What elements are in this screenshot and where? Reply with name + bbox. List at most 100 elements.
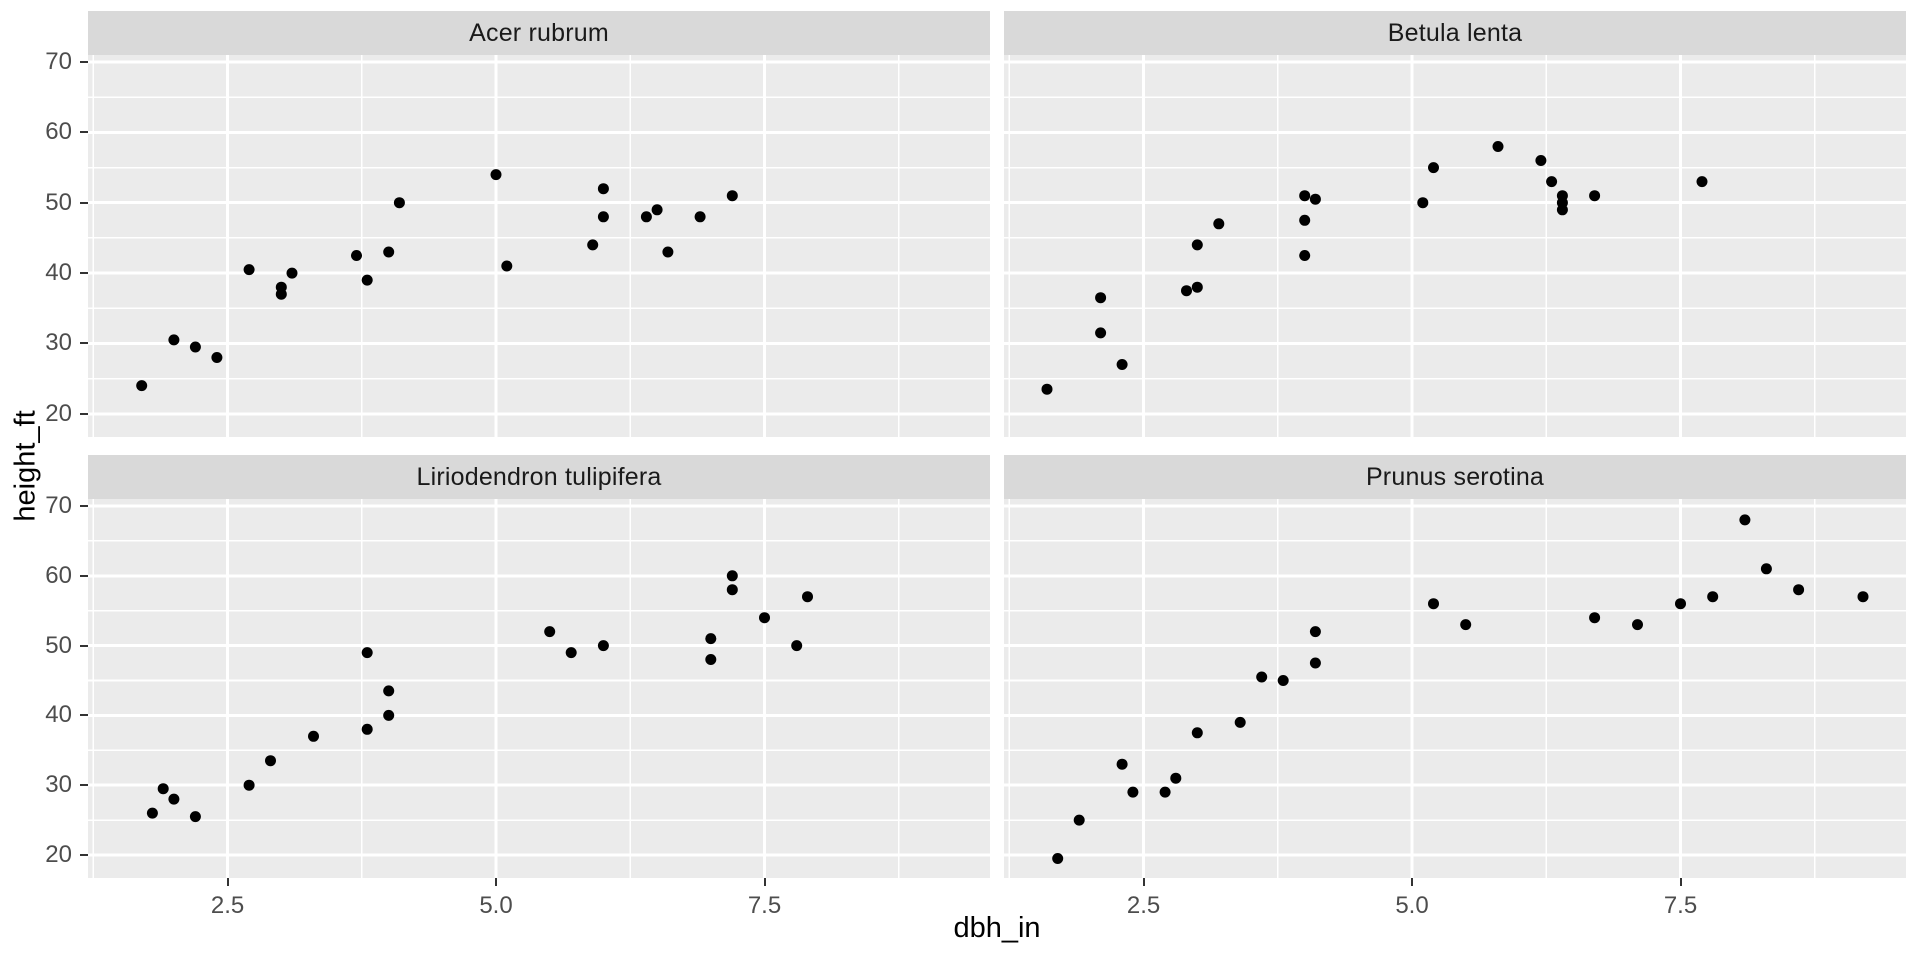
data-point xyxy=(1535,155,1547,166)
data-point xyxy=(1052,853,1064,864)
y-tick-label: 60 xyxy=(45,118,72,146)
data-point xyxy=(275,288,287,300)
data-point xyxy=(243,779,255,791)
y-tick-label: 40 xyxy=(45,701,72,729)
data-point xyxy=(726,570,738,582)
data-point xyxy=(383,246,395,258)
data-point xyxy=(1095,292,1107,304)
data-point xyxy=(565,647,577,659)
y-tick-label: 70 xyxy=(45,48,72,75)
facet-strip-liriodendron-tulipifera: Liriodendron tulipifera xyxy=(88,455,990,499)
data-point xyxy=(1041,383,1053,395)
data-point xyxy=(1492,141,1504,152)
x-tick-label: 7.5 xyxy=(1663,892,1698,919)
x-tick-mark xyxy=(226,878,229,886)
facet-strip-betula-lenta: Betula lenta xyxy=(1004,11,1906,55)
data-point xyxy=(361,647,373,659)
y-tick-mark xyxy=(80,505,88,507)
data-point xyxy=(597,640,609,652)
data-point xyxy=(265,755,276,767)
y-tick-label: 30 xyxy=(45,771,72,799)
y-tick-label: 60 xyxy=(45,561,72,589)
data-point xyxy=(1299,190,1311,202)
data-point xyxy=(1191,281,1203,293)
data-point xyxy=(726,190,738,202)
y-tick-label: 20 xyxy=(45,841,72,868)
data-point xyxy=(1857,591,1869,603)
data-point xyxy=(1428,598,1439,610)
facet-panel-prunus-serotina xyxy=(1004,499,1906,878)
data-point xyxy=(587,239,599,251)
data-point xyxy=(1760,563,1772,575)
data-point xyxy=(1632,619,1643,631)
x-tick-label: 2.5 xyxy=(210,892,245,919)
x-axis-title: dbh_in xyxy=(953,912,1041,944)
panel-background xyxy=(88,499,990,878)
y-tick-mark xyxy=(80,201,88,204)
data-point xyxy=(211,352,223,363)
data-point xyxy=(694,211,706,223)
data-point xyxy=(597,183,609,195)
y-tick-label: 20 xyxy=(45,399,72,427)
data-point xyxy=(393,197,405,209)
facet-strip-label: Liriodendron tulipifera xyxy=(416,462,662,491)
y-tick-mark xyxy=(80,272,88,275)
data-point xyxy=(1073,814,1085,826)
data-point xyxy=(1793,584,1805,596)
data-point xyxy=(361,274,373,286)
facet-strip-label: Acer rubrum xyxy=(469,18,609,47)
data-point xyxy=(383,685,395,697)
data-point xyxy=(791,640,803,652)
facet-strip-label: Prunus serotina xyxy=(1365,462,1545,491)
data-point xyxy=(157,783,169,795)
y-tick-label: 50 xyxy=(45,188,72,216)
facet-panel-liriodendron-tulipifera xyxy=(88,499,990,878)
data-point xyxy=(640,211,652,223)
data-point xyxy=(286,267,298,279)
data-point xyxy=(1589,190,1601,202)
data-point xyxy=(1589,612,1601,624)
data-point xyxy=(189,341,201,353)
facet-strip-label: Betula lenta xyxy=(1387,18,1523,47)
data-point xyxy=(1127,786,1139,798)
data-point xyxy=(168,334,180,346)
data-point xyxy=(1309,657,1321,669)
data-point xyxy=(1739,514,1751,526)
data-point xyxy=(1675,598,1686,610)
data-point xyxy=(651,204,663,216)
data-point xyxy=(168,793,180,805)
data-point xyxy=(146,807,158,819)
data-point xyxy=(1299,250,1311,261)
data-point xyxy=(1428,162,1439,174)
x-tick-mark xyxy=(1679,878,1682,886)
x-tick-mark xyxy=(1142,878,1145,886)
data-point xyxy=(1191,727,1203,739)
data-point xyxy=(705,654,717,665)
y-tick-mark xyxy=(80,854,88,856)
data-point xyxy=(1309,193,1321,205)
data-point xyxy=(1116,359,1128,370)
data-point xyxy=(1309,626,1321,638)
data-point xyxy=(1417,197,1429,209)
facet-strip-acer-rubrum: Acer rubrum xyxy=(88,11,990,55)
data-point xyxy=(1556,204,1568,216)
data-point xyxy=(490,169,502,181)
y-tick-mark xyxy=(80,342,88,345)
x-tick-label: 2.5 xyxy=(1126,892,1161,919)
y-tick-label: 50 xyxy=(45,631,72,659)
y-tick-mark xyxy=(80,644,88,647)
data-point xyxy=(136,380,148,392)
y-tick-mark xyxy=(80,412,88,415)
data-point xyxy=(1460,619,1472,631)
y-tick-mark xyxy=(80,714,88,717)
y-tick-mark xyxy=(80,131,88,134)
panel-background xyxy=(88,55,990,437)
data-point xyxy=(1159,786,1171,798)
data-point xyxy=(351,250,362,261)
data-point xyxy=(1213,218,1225,230)
y-tick-mark xyxy=(80,784,88,787)
data-point xyxy=(662,246,674,258)
data-point xyxy=(705,633,717,645)
x-tick-mark xyxy=(1411,878,1413,886)
y-tick-mark xyxy=(80,61,88,63)
